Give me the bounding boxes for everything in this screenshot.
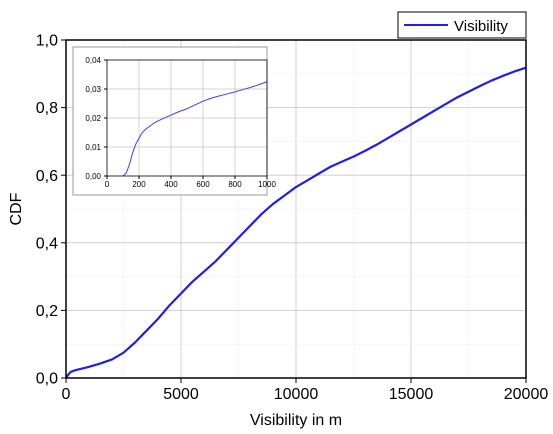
inset-chart: 0 200 400 600 800 1000 0,00 0,01 0,02 0,03 0,04 xyxy=(72,46,276,196)
inset-plot-frame xyxy=(106,59,268,177)
main-x-tick-label: 0 xyxy=(62,386,71,403)
main-y-tick-label: 1,0 xyxy=(36,33,58,50)
legend: Visibility xyxy=(397,11,527,39)
inset-gridlines xyxy=(107,60,267,176)
inset-x-tick-label: 800 xyxy=(228,180,242,189)
inset-y-tick-label: 0,00 xyxy=(85,172,101,181)
main-y-tick-label: 0,4 xyxy=(36,235,58,252)
inset-series-group xyxy=(122,81,268,177)
inset-background xyxy=(72,46,268,196)
legend-label-visibility: Visibility xyxy=(454,18,508,35)
main-y-tick-label: 0,8 xyxy=(36,100,58,117)
inset-x-tick-label: 600 xyxy=(196,180,210,189)
inset-y-tick-label: 0,01 xyxy=(85,143,101,152)
main-y-tick-label: 0,0 xyxy=(36,371,58,388)
main-x-tick-label: 15000 xyxy=(389,386,434,403)
inset-x-tick-label: 400 xyxy=(164,180,178,189)
main-series-line-0 xyxy=(65,66,527,379)
inset-y-tick-label: 0,02 xyxy=(85,114,101,123)
inset-x-tick-label: 200 xyxy=(132,180,146,189)
main-y-tick-label: 0,6 xyxy=(36,168,58,185)
main-x-tick-label: 5000 xyxy=(163,386,199,403)
y-axis-title: CDF xyxy=(8,192,25,225)
x-axis-title: Visibility in m xyxy=(250,412,342,429)
main-x-tick-label: 10000 xyxy=(274,386,319,403)
main-series-group xyxy=(65,66,527,379)
inset-series-line-0 xyxy=(122,81,268,177)
inset-axis-ticks: 0 200 400 600 800 1000 0,00 0,01 0,02 0,03 0,04 xyxy=(85,56,276,189)
inset-y-tick-label: 0,04 xyxy=(85,56,101,65)
main-y-tick-label: 0,2 xyxy=(36,303,58,320)
inset-y-tick-label: 0,03 xyxy=(85,85,101,94)
inset-x-tick-label: 0 xyxy=(105,180,110,189)
inset-x-tick-label: 1000 xyxy=(258,180,276,189)
main-plot-frame xyxy=(65,39,527,379)
main-x-tick-label: 20000 xyxy=(504,386,549,403)
